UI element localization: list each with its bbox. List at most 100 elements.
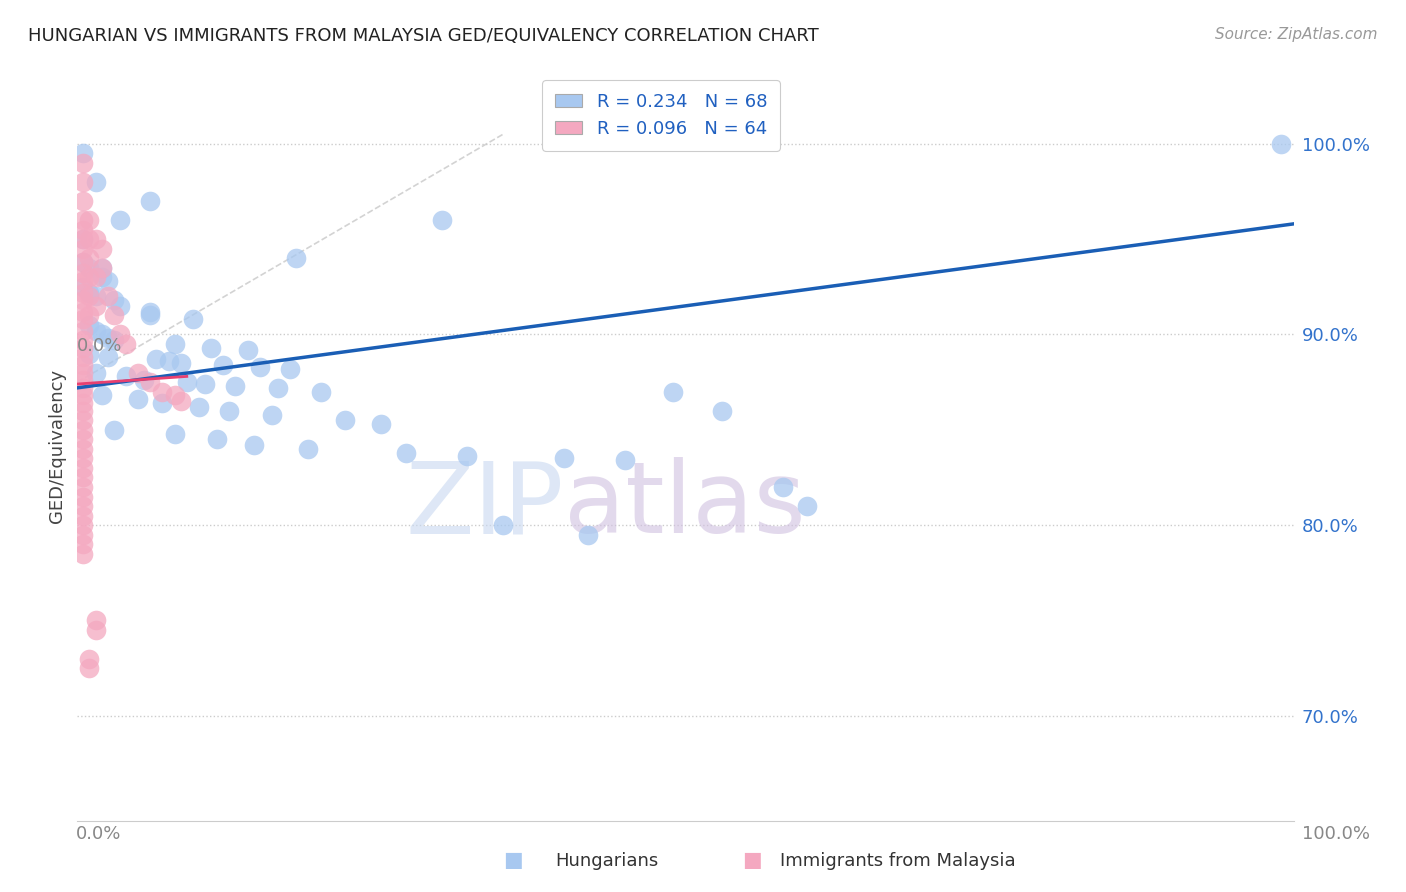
Point <box>72 255 94 269</box>
Point <box>127 366 149 380</box>
Point <box>278 361 301 376</box>
Point <box>84 324 107 338</box>
Point <box>200 341 222 355</box>
Point <box>72 490 94 504</box>
Point <box>72 146 94 161</box>
Point <box>90 388 112 402</box>
Point <box>72 433 94 447</box>
Text: atlas: atlas <box>564 458 806 555</box>
Point <box>72 312 94 326</box>
Point <box>72 255 94 269</box>
Point <box>710 403 733 417</box>
Point <box>72 351 94 365</box>
Point <box>97 351 120 365</box>
Point <box>72 423 94 437</box>
Point <box>163 337 186 351</box>
Text: Hungarians: Hungarians <box>555 852 658 870</box>
Point <box>170 394 193 409</box>
Point <box>1270 136 1292 151</box>
Point <box>309 384 332 399</box>
Point <box>72 232 94 246</box>
Point <box>79 260 101 275</box>
Point <box>84 175 107 189</box>
Point <box>72 366 94 380</box>
Point <box>188 400 211 414</box>
Point <box>90 260 112 275</box>
Point <box>285 251 308 265</box>
Point <box>84 270 107 285</box>
Point <box>72 324 94 338</box>
Point <box>72 242 94 256</box>
Point <box>79 285 101 300</box>
Point <box>90 242 112 256</box>
Point <box>139 194 162 208</box>
Point <box>72 547 94 561</box>
Text: HUNGARIAN VS IMMIGRANTS FROM MALAYSIA GED/EQUIVALENCY CORRELATION CHART: HUNGARIAN VS IMMIGRANTS FROM MALAYSIA GE… <box>28 27 818 45</box>
Point <box>72 527 94 541</box>
Point <box>72 267 94 281</box>
Point <box>72 285 94 300</box>
Point <box>79 270 101 285</box>
Point <box>134 373 156 387</box>
Point <box>333 413 356 427</box>
Point <box>395 445 418 459</box>
Point <box>249 359 271 374</box>
Point <box>79 213 101 227</box>
Point <box>796 499 818 513</box>
Point <box>205 433 228 447</box>
Point <box>267 381 290 395</box>
Point <box>72 280 94 294</box>
Point <box>152 384 174 399</box>
Point <box>72 341 94 355</box>
Point <box>456 450 478 464</box>
Point <box>103 423 125 437</box>
Point <box>79 661 101 675</box>
Point <box>79 251 101 265</box>
Point <box>152 396 174 410</box>
Point <box>84 623 107 637</box>
Point <box>576 527 599 541</box>
Point <box>103 293 125 307</box>
Point <box>79 289 101 303</box>
Point <box>84 232 107 246</box>
Point <box>72 461 94 475</box>
Point <box>72 304 94 318</box>
Point <box>72 413 94 427</box>
Point <box>72 222 94 236</box>
Point <box>108 213 131 227</box>
Point <box>79 346 101 360</box>
Point <box>72 470 94 484</box>
Point <box>430 213 453 227</box>
Point <box>84 289 107 303</box>
Text: ZIP: ZIP <box>405 458 564 555</box>
Point <box>139 309 162 323</box>
Point <box>224 379 246 393</box>
Point <box>72 194 94 208</box>
Point <box>218 403 240 417</box>
Point <box>157 354 180 368</box>
Point <box>163 388 186 402</box>
Point <box>72 232 94 246</box>
Point <box>72 508 94 523</box>
Point <box>181 312 204 326</box>
Point <box>108 327 131 342</box>
Point <box>103 309 125 323</box>
Point <box>72 451 94 466</box>
Point <box>492 518 515 533</box>
Point <box>72 358 94 372</box>
Point <box>79 651 101 665</box>
Text: 0.0%: 0.0% <box>77 337 122 355</box>
Point <box>115 337 138 351</box>
Point <box>170 356 193 370</box>
Point <box>72 396 94 410</box>
Point <box>242 438 264 452</box>
Point <box>115 369 138 384</box>
Point <box>613 453 636 467</box>
Point <box>103 333 125 347</box>
Point <box>176 375 198 389</box>
Point <box>84 614 107 628</box>
Point <box>370 417 392 431</box>
Point <box>79 309 101 323</box>
Point <box>297 442 319 456</box>
Point <box>72 213 94 227</box>
